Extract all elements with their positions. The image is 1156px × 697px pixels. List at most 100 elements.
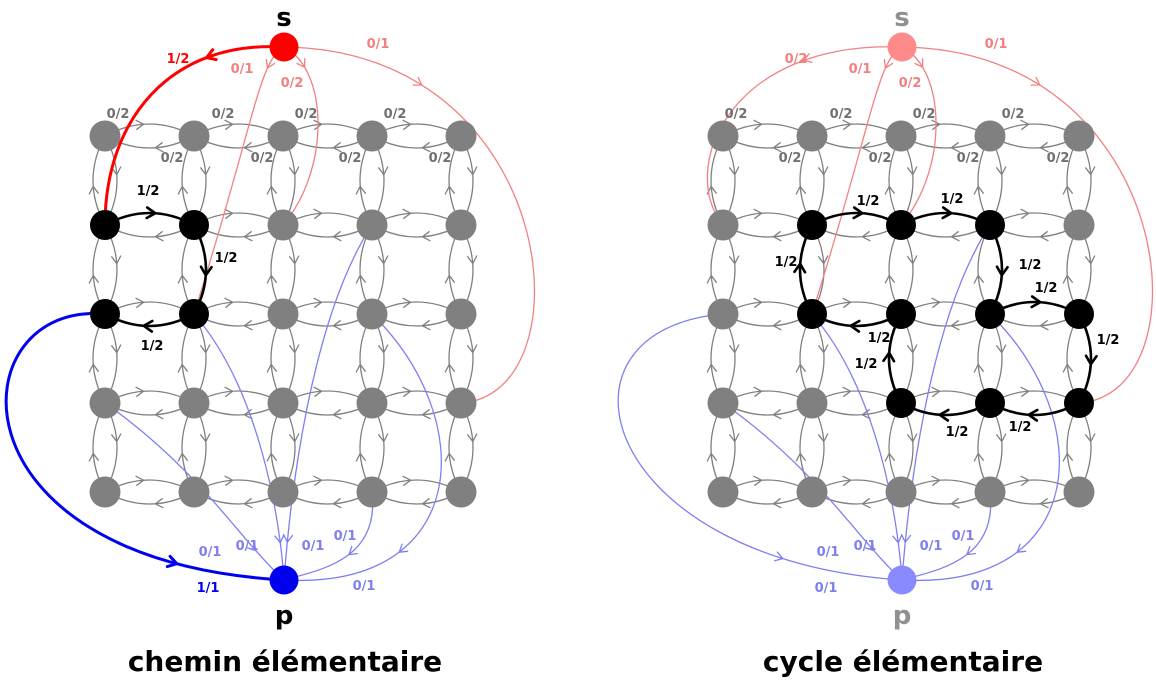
sink-edge — [811, 313, 903, 581]
grid-edge-label: 0/2 — [107, 107, 130, 122]
arrowhead — [177, 452, 188, 462]
node — [445, 298, 477, 330]
node-active — [1064, 299, 1094, 329]
node-active — [975, 210, 1005, 240]
grid-edge-label: 0/2 — [830, 107, 853, 122]
arrowhead — [753, 297, 763, 308]
arrowhead — [900, 533, 912, 543]
arrowhead — [1039, 142, 1049, 153]
node — [89, 120, 121, 152]
arrowhead — [243, 142, 253, 153]
arrowhead — [1030, 295, 1042, 309]
arrowhead — [773, 551, 784, 562]
node — [707, 387, 739, 419]
arrowhead — [1085, 433, 1096, 443]
sink-label: p — [275, 601, 294, 631]
caption-chemin: chemin élémentaire — [127, 645, 443, 678]
arrowhead — [842, 119, 852, 130]
arrowhead — [205, 48, 218, 62]
sink-edge-label: 0/1 — [815, 581, 838, 596]
grid-edge-label: 0/2 — [212, 107, 235, 122]
arrowhead — [313, 297, 323, 308]
node-active — [90, 210, 120, 240]
arrowhead — [111, 433, 122, 443]
arrowhead — [332, 142, 342, 153]
node — [267, 387, 299, 419]
arrowhead — [907, 433, 918, 443]
arrowhead — [402, 386, 412, 397]
panel-cycle: s p 0/2 0/2 0/2 0/2 0/2 0/2 0/2 0/2 1/2 1/2 1/2 1/2 1/… — [617, 3, 1154, 631]
arrowhead — [224, 475, 234, 486]
arrowhead — [224, 119, 234, 130]
sink-edge-label: 0/1 — [817, 545, 840, 560]
arrowhead — [996, 344, 1007, 354]
arrowhead — [772, 498, 782, 509]
arrowhead — [332, 409, 342, 420]
flow-label: 1/2 — [857, 194, 880, 209]
arrowhead — [772, 320, 782, 331]
arrowhead — [795, 363, 806, 373]
arrowhead — [243, 498, 253, 509]
arrowhead — [467, 433, 478, 443]
arrowhead — [914, 58, 924, 68]
sink-edge — [617, 313, 903, 581]
source-label: s — [276, 3, 291, 33]
arrowhead — [795, 452, 806, 462]
node-active — [797, 210, 827, 240]
arrowhead — [398, 543, 409, 553]
grid-edge-label: 0/2 — [779, 151, 802, 166]
node — [89, 387, 121, 419]
node — [445, 387, 477, 419]
grid-edge-label: 0/2 — [295, 107, 318, 122]
node — [707, 120, 739, 152]
node-active — [886, 388, 916, 418]
arrowhead — [467, 255, 478, 265]
arrowhead — [200, 344, 211, 354]
source-node — [269, 32, 299, 62]
arrowhead — [907, 255, 918, 265]
arrowhead — [1039, 498, 1049, 509]
flow-label: 1/2 — [1097, 333, 1120, 348]
arrowhead — [793, 262, 807, 274]
arrowhead — [313, 386, 323, 397]
grid-edge-label: 0/2 — [1002, 107, 1025, 122]
sink-edge — [193, 313, 285, 581]
arrowhead — [818, 344, 829, 354]
arrowhead — [882, 351, 896, 363]
grid-edge-label: 0/2 — [251, 151, 274, 166]
arrowhead — [996, 166, 1007, 176]
arrowhead — [729, 344, 740, 354]
arrowhead — [1020, 208, 1030, 219]
grid-edge-label: 0/2 — [429, 151, 452, 166]
arrowhead — [421, 142, 431, 153]
arrowhead — [154, 142, 164, 153]
sink-edges — [4, 224, 442, 582]
source-edge-label: 0/2 — [785, 52, 808, 67]
caption-cycle: cycle élémentaire — [762, 645, 1044, 678]
arrowhead — [224, 208, 234, 219]
arrowhead — [378, 344, 389, 354]
node-active — [975, 388, 1005, 418]
arrowhead — [200, 166, 211, 176]
arrowhead — [421, 409, 431, 420]
panel-chemin: s p 0/2 0/2 0/2 0/2 0/2 0/2 0/2 0/2 1/2 1/2 1/2 1/2 0/… — [4, 3, 536, 631]
flow-label: 1/2 — [941, 192, 964, 207]
arrowhead — [884, 185, 895, 195]
source-edge-label: 0/2 — [899, 76, 922, 91]
arrowhead — [996, 433, 1007, 443]
arrowhead — [224, 297, 234, 308]
sink-edge-label: 0/1 — [920, 539, 943, 554]
arrowhead — [266, 274, 277, 284]
node — [178, 120, 210, 152]
grid-edge-label: 0/2 — [957, 151, 980, 166]
sink-edge-label: 0/1 — [302, 539, 325, 554]
arrowhead — [753, 386, 763, 397]
arrowhead — [1062, 363, 1073, 373]
arrowhead — [421, 231, 431, 242]
arrowhead — [706, 363, 717, 373]
flow-edges — [793, 206, 1098, 422]
arrowhead — [332, 320, 342, 331]
arrowhead — [444, 452, 455, 462]
arrowhead — [289, 433, 300, 443]
node — [356, 387, 388, 419]
